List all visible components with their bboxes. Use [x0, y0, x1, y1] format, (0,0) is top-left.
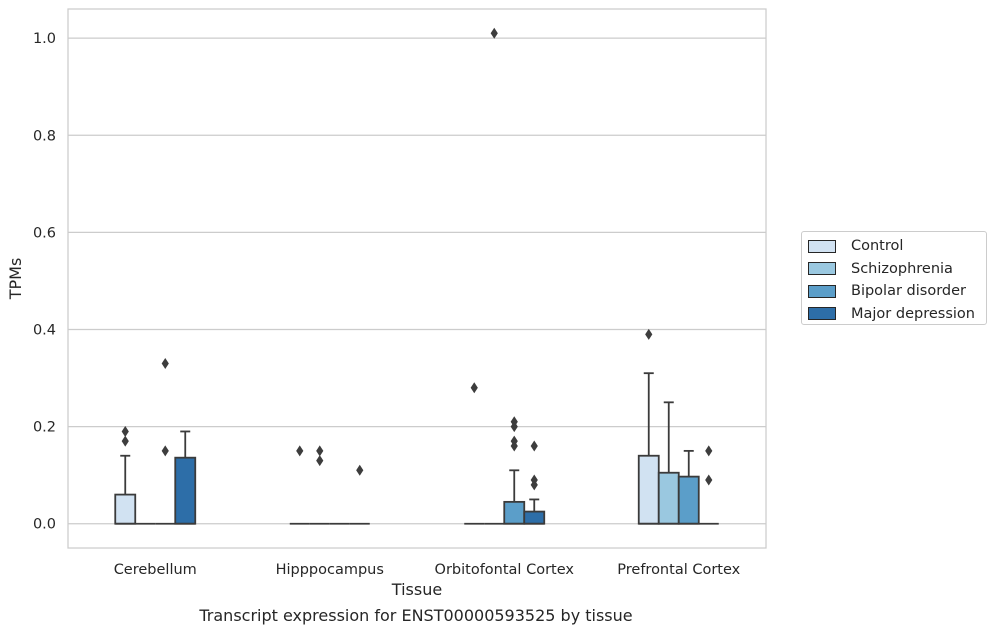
- box-control: [637, 328, 660, 525]
- box-bipolar-disorder: [155, 357, 176, 525]
- legend-label: Control: [851, 238, 904, 255]
- legend-swatch: [808, 284, 836, 298]
- legend-label: Schizophrenia: [851, 260, 953, 277]
- legend-item: Schizophrenia: [808, 258, 986, 281]
- y-tick-label: 1.0: [33, 31, 56, 47]
- box-body: [114, 493, 137, 525]
- outlier-point: [161, 445, 169, 457]
- outlier-point: [530, 474, 538, 486]
- y-tick-label: 0.6: [33, 225, 56, 241]
- box-body: [174, 456, 197, 525]
- legend: Control Schizophrenia Bipolar disorder Majo…: [801, 231, 987, 325]
- outlier-point: [161, 357, 169, 369]
- box-major-depression: [523, 440, 546, 525]
- outlier-point: [705, 445, 713, 457]
- outlier-point: [510, 435, 518, 447]
- y-tick-label: 0.8: [33, 128, 56, 144]
- legend-swatch: [808, 262, 836, 276]
- legend-item: Bipolar disorder: [808, 280, 986, 303]
- x-tick-label: Hipppocampus: [276, 562, 384, 578]
- box-bipolar-disorder: [503, 416, 526, 525]
- legend-label: Bipolar disorder: [851, 283, 966, 300]
- box-schizophrenia: [309, 445, 330, 525]
- box-schizophrenia: [484, 27, 505, 525]
- box-body: [637, 454, 660, 525]
- y-tick-label: 0.4: [33, 322, 56, 338]
- box-major-depression: [174, 430, 197, 525]
- outlier-point: [296, 445, 304, 457]
- legend-swatch: [808, 307, 836, 321]
- y-tick-label: 0.2: [33, 420, 56, 436]
- grid-lines: [68, 37, 766, 525]
- x-tick-label: Cerebellum: [114, 562, 197, 578]
- box-body: [677, 475, 700, 525]
- outlier-point: [121, 435, 129, 447]
- outlier-point: [490, 27, 498, 39]
- box-body: [503, 500, 526, 525]
- x-axis-label: Tissue: [391, 580, 442, 599]
- legend-swatch: [808, 239, 836, 253]
- outlier-point: [530, 440, 538, 452]
- outlier-point: [470, 382, 478, 394]
- box-control: [289, 445, 310, 525]
- outlier-point: [356, 464, 364, 476]
- outlier-point: [645, 328, 653, 340]
- legend-item: Major depression: [808, 303, 986, 326]
- outlier-point: [510, 416, 518, 428]
- x-tick-label: Prefrontal Cortex: [617, 562, 740, 578]
- outlier-point: [316, 455, 324, 467]
- x-axis-ticks: Cerebellum Hipppocampus Orbitofontal Corte…: [114, 562, 741, 578]
- legend-item: Control: [808, 235, 986, 258]
- box-control: [114, 425, 137, 525]
- box-major-depression: [698, 445, 719, 525]
- legend-label: Major depression: [851, 305, 975, 322]
- box-body: [657, 471, 680, 525]
- box-marks: [114, 27, 719, 525]
- outlier-point: [705, 474, 713, 486]
- y-axis-label: TPMs: [6, 258, 25, 301]
- outlier-point: [316, 445, 324, 457]
- box-control: [464, 382, 485, 525]
- x-tick-label: Orbitofontal Cortex: [435, 562, 575, 578]
- plot-frame: [67, 8, 767, 549]
- y-axis-ticks: 0.0 0.2 0.4 0.6 0.8 1.0: [33, 31, 56, 533]
- box-bipolar-disorder: [677, 449, 700, 525]
- box-schizophrenia: [657, 401, 680, 525]
- y-tick-label: 0.0: [33, 517, 56, 533]
- box-body: [523, 510, 546, 525]
- outlier-point: [121, 425, 129, 437]
- chart-caption: Transcript expression for ENST0000059352…: [199, 606, 633, 625]
- box-major-depression: [349, 464, 370, 525]
